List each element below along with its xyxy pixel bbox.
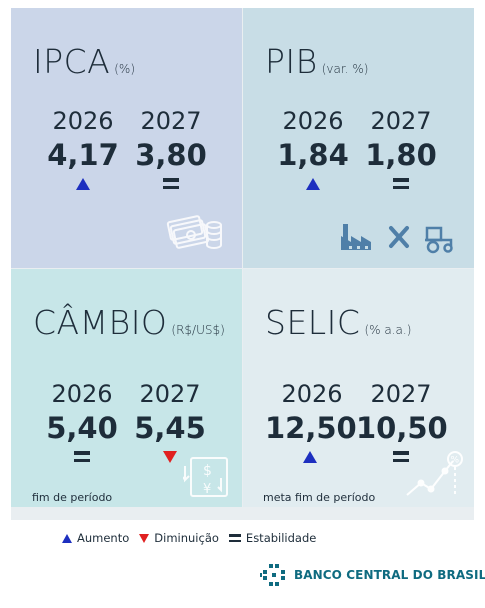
cambio-unit: (R$/US$) [171,323,225,337]
pib-title: PIB (var. %) [265,42,368,81]
cambio-panel: CÂMBIO (R$/US$) 2026 2027 5,40 5,45 $ ¥ f… [11,269,242,507]
ipca-year-2027: 2027 [140,107,202,135]
ipca-2026-up-icon [76,178,90,190]
ipca-2027-equal-icon [163,178,179,189]
pib-2027-equal-icon [393,178,409,189]
legend-item-equal: Estabilidade [228,531,317,545]
pib-value-2026: 1,84 [277,138,349,172]
cambio-2027-down-icon [163,451,177,463]
legend-equal-label: Estabilidade [245,531,317,545]
selic-title-text: SELIC [265,303,361,342]
legend-down-label: Diminuição [154,531,219,545]
money-stack-icon [166,215,222,249]
selic-year-2027: 2027 [370,380,432,408]
pib-2026-up-icon [306,178,320,190]
currency-exchange-icon: $ ¥ [183,457,228,497]
legend-item-down: Diminuição [139,531,219,545]
pib-year-2026: 2026 [282,107,344,135]
selic-value-2027: 10,50 [356,411,448,445]
ipca-title-text: IPCA [33,42,111,81]
cambio-title: CÂMBIO (R$/US$) [33,303,225,342]
cambio-value-2026: 5,40 [46,411,118,445]
ipca-year-2026: 2026 [52,107,114,135]
selic-panel: SELIC (% a.a.) 2026 2027 12,50 10,50 % me… [243,269,474,507]
down-triangle-icon [139,533,150,543]
cambio-2026-equal-icon [74,451,90,462]
ipca-title: IPCA (%) [33,42,135,81]
selic-2027-equal-icon [393,451,409,462]
pib-panel: PIB (var. %) 2026 2027 1,84 1,80 [243,8,474,268]
bcb-logo-icon [260,564,285,586]
selic-note: meta fim de período [263,491,376,504]
pib-value-2027: 1,80 [365,138,437,172]
pib-unit: (var. %) [321,62,369,76]
cambio-title-text: CÂMBIO [33,303,168,342]
bcb-brand: BANCO CENTRAL DO BRASIL [260,563,485,587]
selic-title: SELIC (% a.a.) [265,303,411,342]
selic-unit: (% a.a.) [364,323,412,337]
svg-text:¥: ¥ [203,482,211,497]
bcb-name: BANCO CENTRAL DO BRASIL [294,568,485,582]
percent-chart-icon: % [406,451,463,497]
cambio-year-2026: 2026 [51,380,113,408]
selic-2026-up-icon [303,451,317,463]
ipca-unit: (%) [114,62,136,76]
legend-item-up: Aumento [62,531,129,545]
cambio-value-2027: 5,45 [134,411,206,445]
cambio-year-2027: 2027 [139,380,201,408]
ipca-value-2027: 3,80 [135,138,207,172]
cambio-note: fim de período [32,491,113,504]
industry-tools-tractor-icon [341,224,453,254]
ipca-value-2026: 4,17 [47,138,119,172]
ipca-panel: IPCA (%) 2026 2027 4,17 3,80 [11,8,242,268]
selic-value-2026: 12,50 [265,411,357,445]
legend: Aumento Diminuição Estabilidade [62,530,326,546]
pib-title-text: PIB [265,42,318,81]
legend-up-label: Aumento [77,531,130,545]
svg-text:%: % [451,456,460,466]
up-triangle-icon [62,533,72,543]
svg-text:$: $ [203,463,212,479]
selic-year-2026: 2026 [281,380,343,408]
equal-icon [228,534,241,542]
pib-year-2027: 2027 [370,107,432,135]
